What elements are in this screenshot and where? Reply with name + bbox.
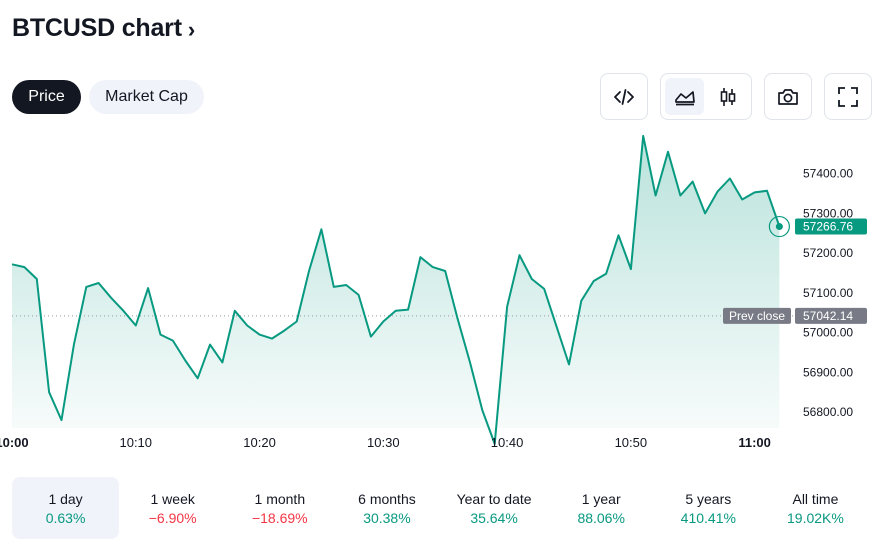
- period-all-time[interactable]: All time 19.02K%: [762, 477, 869, 539]
- y-tick-label: 56900.00: [803, 365, 853, 379]
- snapshot-button[interactable]: [764, 73, 812, 120]
- chart-title: BTCUSD chart: [12, 14, 182, 42]
- y-tick-label: 56800.00: [803, 405, 853, 419]
- period-change: −18.69%: [251, 509, 308, 526]
- y-tick-label: 57000.00: [803, 326, 853, 340]
- x-tick-label: 10:30: [367, 435, 400, 450]
- period-change: 88.06%: [577, 509, 625, 526]
- period-change: 410.41%: [680, 509, 736, 526]
- area-style-button[interactable]: [665, 78, 704, 115]
- period-change: −6.90%: [148, 509, 197, 526]
- embed-button[interactable]: [600, 73, 648, 120]
- tab-price[interactable]: Price: [12, 80, 81, 114]
- prev-close-badge: Prev close 57042.14: [723, 307, 867, 324]
- period-1-year[interactable]: 1 year 88.06%: [548, 477, 655, 539]
- period-label: 1 day: [48, 490, 83, 507]
- period-6-months[interactable]: 6 months 30.38%: [333, 477, 440, 539]
- period-label: 1 month: [254, 490, 306, 507]
- price-chart[interactable]: 57400.00 57300.00 57200.00 57100.00 57000.00…: [0, 128, 879, 460]
- candles-style-button[interactable]: [708, 78, 747, 115]
- period-label: Year to date: [456, 490, 532, 507]
- prev-close-value-tag: [795, 307, 867, 324]
- area-chart-icon: [674, 90, 695, 105]
- x-tick-label: 11:00: [738, 435, 771, 450]
- period-label: All time: [792, 490, 839, 507]
- y-tick-label: 57100.00: [803, 286, 853, 300]
- period-change: 19.02K%: [787, 509, 844, 526]
- y-tick-label: 57200.00: [803, 246, 853, 260]
- chart-style-toggle: [660, 73, 752, 120]
- y-tick-label: 57300.00: [803, 206, 853, 220]
- period-1-month[interactable]: 1 month −18.69%: [226, 477, 333, 539]
- last-price-marker: [775, 223, 783, 231]
- period-change: 30.38%: [363, 509, 411, 526]
- period-label: 6 months: [358, 490, 416, 507]
- tab-market-cap[interactable]: Market Cap: [89, 80, 204, 114]
- prev-close-label: Prev close: [729, 309, 785, 323]
- fullscreen-button[interactable]: [824, 73, 872, 120]
- period-label: 1 year: [581, 490, 621, 507]
- period-label: 1 week: [150, 490, 195, 507]
- x-tick-label: 10:50: [615, 435, 648, 450]
- period-selector: 1 day 0.63% 1 week −6.90% 1 month −18.69…: [12, 477, 869, 539]
- price-line: [11, 134, 781, 445]
- chevron-right-icon: ›: [187, 16, 195, 42]
- period-label: 5 years: [685, 490, 732, 507]
- price-area-fill: [12, 135, 780, 444]
- x-tick-label: 10:00: [0, 435, 29, 450]
- last-price-tag: [795, 218, 867, 235]
- period-1-day[interactable]: 1 day 0.63%: [12, 477, 120, 539]
- y-axis: 57400.00 57300.00 57200.00 57100.00 57000.00…: [803, 167, 853, 419]
- x-tick-label: 10:10: [119, 435, 152, 450]
- y-tick-label: 57400.00: [803, 167, 853, 181]
- camera-icon: [778, 88, 798, 105]
- candlestick-icon: [720, 87, 735, 106]
- period-change: 35.64%: [470, 509, 518, 526]
- fullscreen-icon: [838, 86, 858, 107]
- prev-close-value: 57042.14: [803, 309, 853, 323]
- code-icon: [614, 88, 634, 105]
- period-5-years[interactable]: 5 years 410.41%: [655, 477, 762, 539]
- chart-title-link[interactable]: BTCUSD chart ›: [12, 14, 195, 43]
- period-change: 0.63%: [45, 509, 86, 526]
- last-price-value: 57266.76: [803, 220, 853, 234]
- prev-close-tag: [723, 307, 791, 324]
- period-year-to-date[interactable]: Year to date 35.64%: [441, 477, 548, 539]
- last-price-marker-ring: [768, 215, 790, 238]
- x-tick-label: 10:40: [491, 435, 524, 450]
- x-axis: 10:00 10:10 10:20 10:30 10:40 10:50 11:00: [0, 435, 771, 450]
- last-price-badge: 57266.76: [795, 218, 867, 235]
- x-tick-label: 10:20: [243, 435, 276, 450]
- period-1-week[interactable]: 1 week −6.90%: [119, 477, 226, 539]
